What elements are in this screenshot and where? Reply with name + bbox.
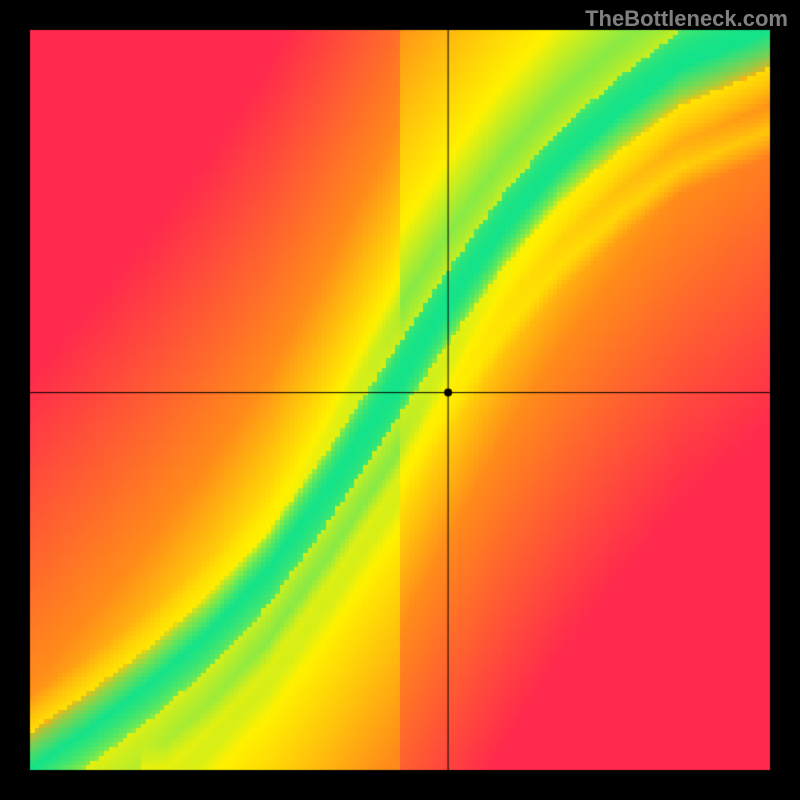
watermark-text: TheBottleneck.com (585, 6, 788, 32)
bottleneck-heatmap (0, 0, 800, 800)
